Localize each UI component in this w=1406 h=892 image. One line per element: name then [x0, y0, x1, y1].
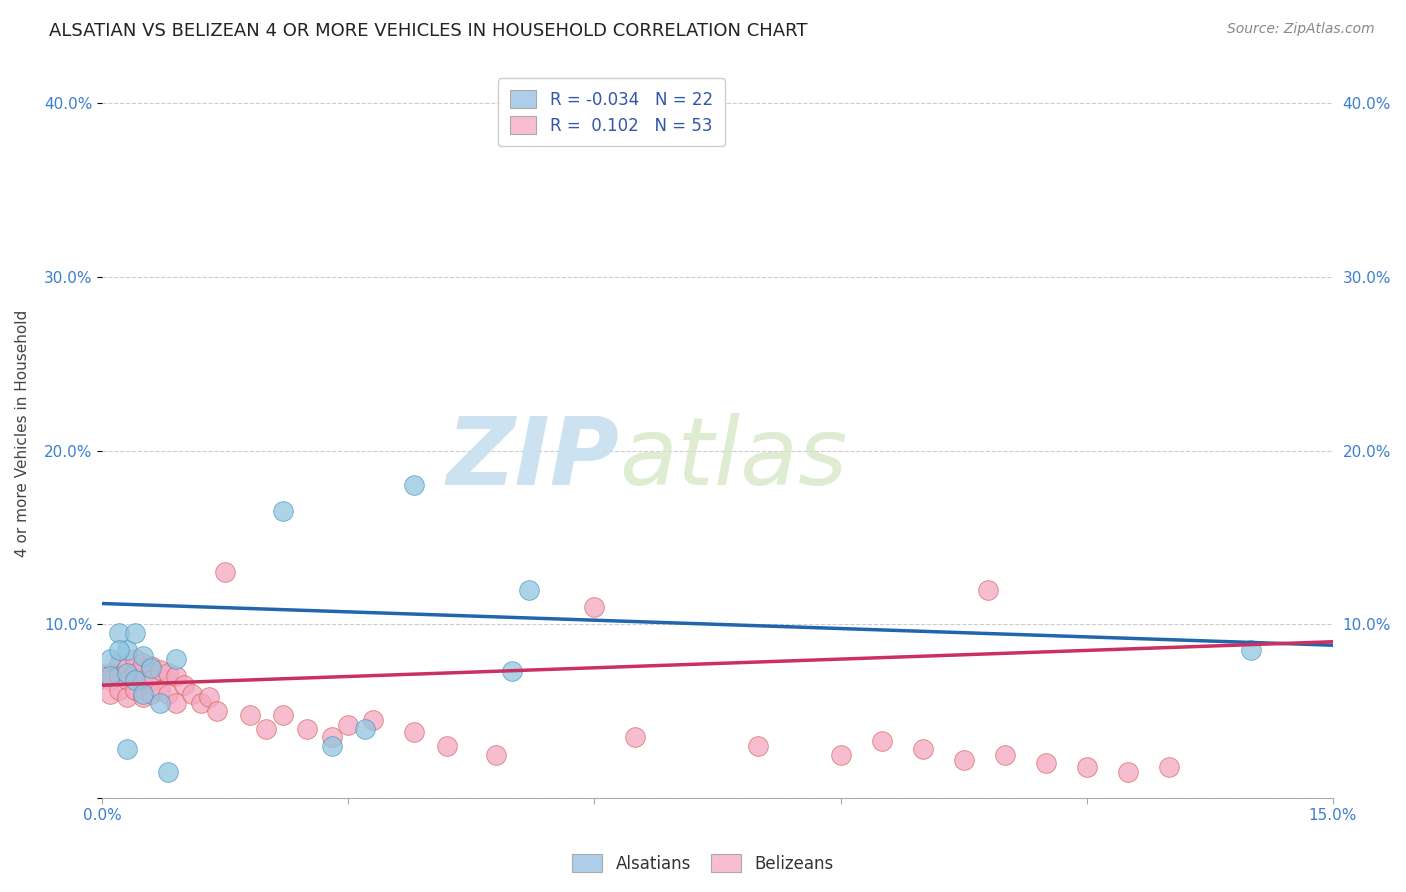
Point: [239, 707, 262, 722]
Point: [165, 696, 187, 710]
Point: [952, 753, 974, 767]
Point: [353, 722, 375, 736]
Point: [132, 690, 155, 705]
Point: [132, 673, 155, 687]
Point: [124, 673, 146, 687]
Point: [141, 661, 163, 675]
Point: [485, 747, 508, 762]
Point: [141, 659, 163, 673]
Point: [994, 747, 1017, 762]
Point: [124, 652, 146, 666]
Point: [747, 739, 769, 753]
Point: [517, 582, 540, 597]
Point: [165, 652, 187, 666]
Point: [271, 707, 294, 722]
Point: [98, 665, 121, 680]
Point: [361, 713, 384, 727]
Text: ALSATIAN VS BELIZEAN 4 OR MORE VEHICLES IN HOUSEHOLD CORRELATION CHART: ALSATIAN VS BELIZEAN 4 OR MORE VEHICLES …: [49, 22, 807, 40]
Y-axis label: 4 or more Vehicles in Household: 4 or more Vehicles in Household: [15, 310, 30, 557]
Point: [297, 722, 319, 736]
Point: [148, 683, 170, 698]
Point: [501, 665, 523, 679]
Point: [148, 696, 170, 710]
Point: [1157, 760, 1180, 774]
Point: [911, 742, 934, 756]
Point: [98, 669, 121, 683]
Text: ZIP: ZIP: [446, 413, 619, 505]
Point: [124, 683, 146, 698]
Point: [173, 678, 195, 692]
Point: [124, 626, 146, 640]
Point: [156, 764, 179, 779]
Point: [98, 673, 121, 687]
Point: [205, 704, 228, 718]
Point: [1076, 760, 1098, 774]
Point: [977, 582, 1000, 597]
Point: [1116, 764, 1139, 779]
Text: atlas: atlas: [619, 413, 848, 504]
Point: [107, 669, 129, 683]
Point: [181, 687, 204, 701]
Point: [156, 687, 179, 701]
Point: [156, 665, 179, 680]
Point: [98, 687, 121, 701]
Point: [870, 733, 893, 747]
Text: Source: ZipAtlas.com: Source: ZipAtlas.com: [1227, 22, 1375, 37]
Point: [115, 673, 138, 687]
Point: [321, 739, 343, 753]
Point: [1035, 756, 1057, 771]
Point: [436, 739, 458, 753]
Point: [132, 687, 155, 701]
Legend: R = -0.034   N = 22, R =  0.102   N = 53: R = -0.034 N = 22, R = 0.102 N = 53: [498, 78, 724, 146]
Point: [115, 665, 138, 680]
Point: [197, 690, 219, 705]
Point: [141, 687, 163, 701]
Point: [271, 504, 294, 518]
Point: [98, 652, 121, 666]
Point: [115, 661, 138, 675]
Legend: Alsatians, Belizeans: Alsatians, Belizeans: [565, 847, 841, 880]
Point: [132, 656, 155, 670]
Point: [254, 722, 277, 736]
Point: [1240, 643, 1263, 657]
Point: [107, 626, 129, 640]
Point: [115, 690, 138, 705]
Point: [141, 673, 163, 687]
Point: [124, 665, 146, 680]
Point: [132, 648, 155, 663]
Point: [402, 478, 425, 492]
Point: [214, 566, 236, 580]
Point: [321, 731, 343, 745]
Point: [624, 731, 647, 745]
Point: [115, 742, 138, 756]
Point: [402, 725, 425, 739]
Point: [583, 599, 606, 614]
Point: [107, 656, 129, 670]
Point: [830, 747, 852, 762]
Point: [190, 696, 212, 710]
Point: [337, 718, 360, 732]
Point: [165, 669, 187, 683]
Point: [115, 643, 138, 657]
Point: [107, 683, 129, 698]
Point: [107, 643, 129, 657]
Point: [148, 663, 170, 677]
